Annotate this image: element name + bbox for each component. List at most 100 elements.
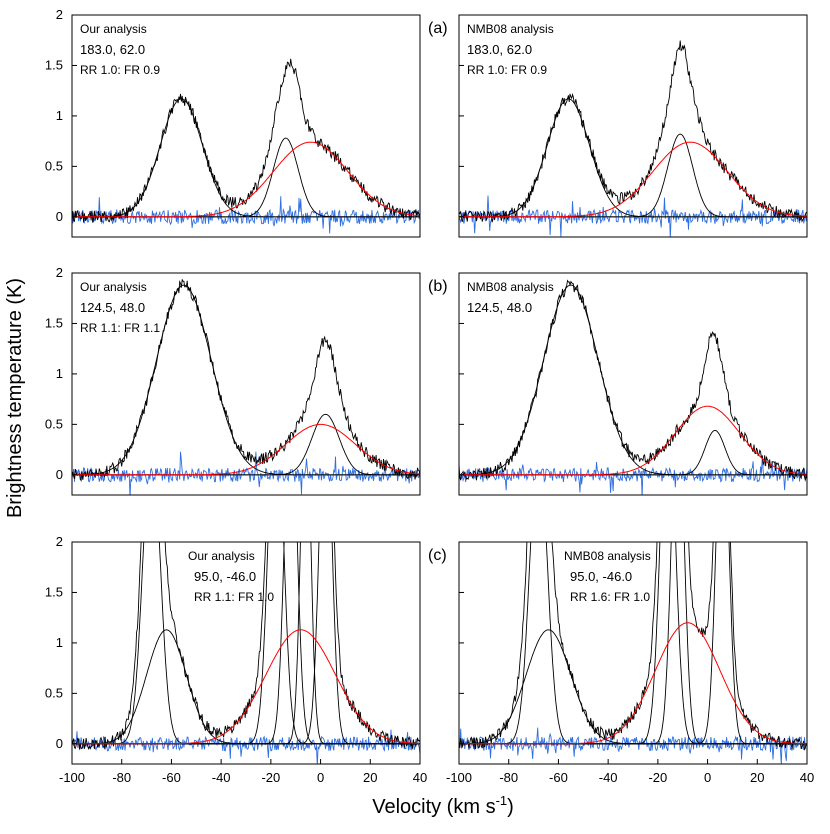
plot-area [459, 279, 807, 495]
x-tick-label: -100 [446, 770, 472, 785]
x-tick-label: -80 [499, 770, 518, 785]
chart-panel-1: 0 0.5 1 1.5 2 Our analysis 183.0, 62.0 RR 1.0: … [45, 7, 448, 238]
chart-panel-2: NMB08 analysis 183.0, 62.0 RR 1.0: FR 0.9 [458, 14, 808, 238]
plot-area [459, 40, 807, 237]
x-tick-label: -20 [648, 770, 667, 785]
wide-component-line [459, 622, 807, 745]
y-tick-label: 0 [56, 736, 63, 751]
observed-spectrum-line [72, 58, 420, 223]
x-axis-label-exp: -1 [496, 793, 508, 808]
panel-frame [458, 14, 808, 238]
panel-frame [458, 272, 808, 496]
gaussian-component-2 [72, 137, 420, 218]
panel-coords: 95.0, -46.0 [194, 569, 256, 584]
x-tick-label: 20 [750, 770, 764, 785]
panel-title: NMB08 analysis [467, 280, 554, 294]
x-tick-label: -20 [261, 770, 280, 785]
plot-area [72, 58, 420, 234]
panel-frame [458, 541, 808, 765]
observed-spectrum-line [459, 542, 807, 751]
x-tick-label: 40 [800, 770, 814, 785]
plot-area [72, 542, 420, 764]
panel-title: Our analysis [80, 22, 147, 36]
y-tick-label: 0.5 [45, 158, 63, 173]
chart-panel-3: 0 0.5 1 1.5 2 Our analysis 124.5, 48.0 RR 1.1: … [45, 265, 448, 496]
y-tick-label: 1 [56, 108, 63, 123]
x-axis-label: Velocity (km s-1) [372, 793, 514, 818]
y-tick-label: 1 [56, 635, 63, 650]
gaussian-component-2 [72, 413, 420, 476]
wide-component-line [72, 423, 420, 476]
y-tick-label: 0 [56, 209, 63, 224]
panel-ratio: RR 1.0: FR 0.9 [80, 63, 160, 77]
panel-coords: 183.0, 62.0 [80, 42, 145, 57]
chart-panel-5: 0 0.5 1 1.5 2 -100 -80 -60 -40 -20 0 20 40 Our analys… [45, 534, 447, 785]
x-tick-label: -80 [112, 770, 131, 785]
x-tick-label: 0 [704, 770, 711, 785]
panel-ratio: RR 1.6: FR 1.0 [570, 590, 650, 604]
gaussian-component-3 [459, 542, 807, 745]
panel-ratio: RR 1.0: FR 0.9 [467, 63, 547, 77]
plot-area [459, 542, 807, 764]
y-tick-label: 2 [56, 534, 63, 549]
y-tick-label: 2 [56, 7, 63, 22]
panel-coords: 95.0, -46.0 [570, 569, 632, 584]
panel-ratio: RR 1.1: FR 1.0 [194, 590, 274, 604]
x-tick-label: 20 [363, 770, 377, 785]
panel-letter: (a) [428, 20, 448, 37]
gaussian-component-4 [72, 542, 420, 745]
x-tick-label: -40 [212, 770, 231, 785]
gaussian-component-5 [72, 542, 420, 745]
x-tick-label: 0 [317, 770, 324, 785]
y-tick-label: 1.5 [45, 57, 63, 72]
chart-panel-6: -100 -80 -60 -40 -20 0 20 40 NMB08 analysis 95.0,… [446, 541, 814, 785]
wide-component-line [459, 141, 807, 218]
panel-coords: 124.5, 48.0 [467, 300, 532, 315]
gaussian-component-6 [72, 542, 420, 745]
panel-frame [71, 14, 421, 238]
plot-area [72, 279, 420, 495]
chart-panel-4: NMB08 analysis 124.5, 48.0 [458, 272, 808, 496]
y-tick-label: 1.5 [45, 315, 63, 330]
gaussian-component-4 [459, 542, 807, 745]
y-tick-label: 2 [56, 265, 63, 280]
panel-frame [71, 541, 421, 765]
x-tick-label: -100 [59, 770, 85, 785]
residual-line [459, 456, 807, 495]
wide-component-line [459, 405, 807, 476]
observed-spectrum-line [459, 40, 807, 223]
panel-title: NMB08 analysis [564, 549, 651, 563]
y-tick-label: 0 [56, 467, 63, 482]
residual-line [72, 451, 420, 495]
panel-coords: 124.5, 48.0 [80, 300, 145, 315]
gaussian-component-2 [459, 629, 807, 745]
y-axis-label: Brightness temperature (K) [4, 278, 26, 518]
residual-line [72, 729, 420, 764]
panel-coords: 183.0, 62.0 [467, 42, 532, 57]
x-tick-label: -40 [599, 770, 618, 785]
x-tick-label: 40 [413, 770, 427, 785]
x-axis-label-close: ) [507, 796, 514, 818]
panel-ratio: RR 1.1: FR 1.1 [80, 321, 160, 335]
gaussian-component-5 [459, 542, 807, 745]
y-tick-label: 1 [56, 366, 63, 381]
residual-line [459, 727, 807, 764]
y-tick-label: 1.5 [45, 584, 63, 599]
observed-spectrum-line [72, 542, 420, 751]
y-tick-label: 0.5 [45, 685, 63, 700]
gaussian-component-3 [72, 542, 420, 745]
wide-component-line [72, 141, 420, 218]
residual-line [72, 196, 420, 234]
panel-title: Our analysis [80, 280, 147, 294]
panel-title: Our analysis [188, 549, 255, 563]
x-axis-label-main: Velocity (km s [372, 796, 495, 818]
y-tick-label: 0.5 [45, 416, 63, 431]
gaussian-component-2 [459, 133, 807, 218]
observed-spectrum-line [72, 279, 420, 482]
x-tick-label: -60 [162, 770, 181, 785]
panel-letter: (c) [428, 547, 447, 564]
panel-title: NMB08 analysis [467, 22, 554, 36]
gaussian-component-1 [72, 284, 420, 476]
wide-component-line [72, 629, 420, 745]
